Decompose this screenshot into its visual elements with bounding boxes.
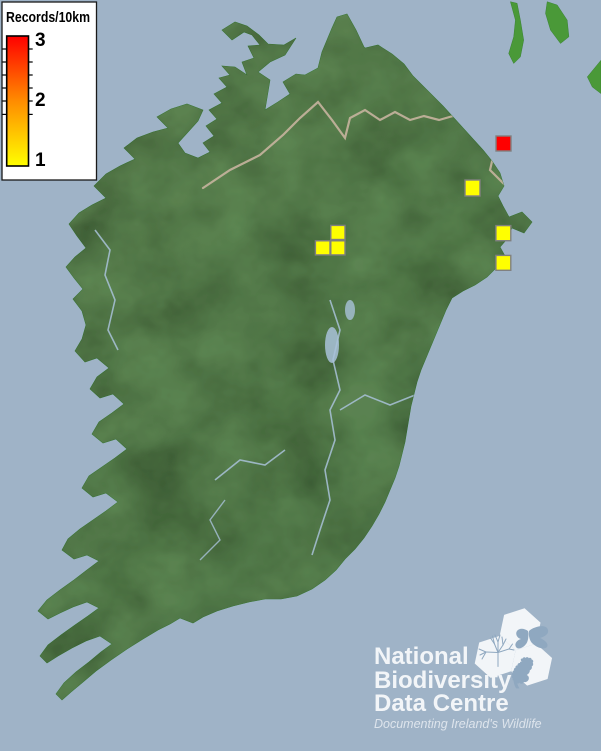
svg-text:National: National [374, 643, 469, 670]
svg-text:Data Centre: Data Centre [374, 690, 509, 717]
svg-text:2: 2 [35, 90, 46, 111]
svg-text:3: 3 [35, 30, 46, 51]
svg-text:1: 1 [35, 150, 46, 171]
svg-text:Documenting Ireland's Wildlife: Documenting Ireland's Wildlife [374, 717, 542, 731]
svg-text:Records/10km: Records/10km [6, 10, 90, 26]
